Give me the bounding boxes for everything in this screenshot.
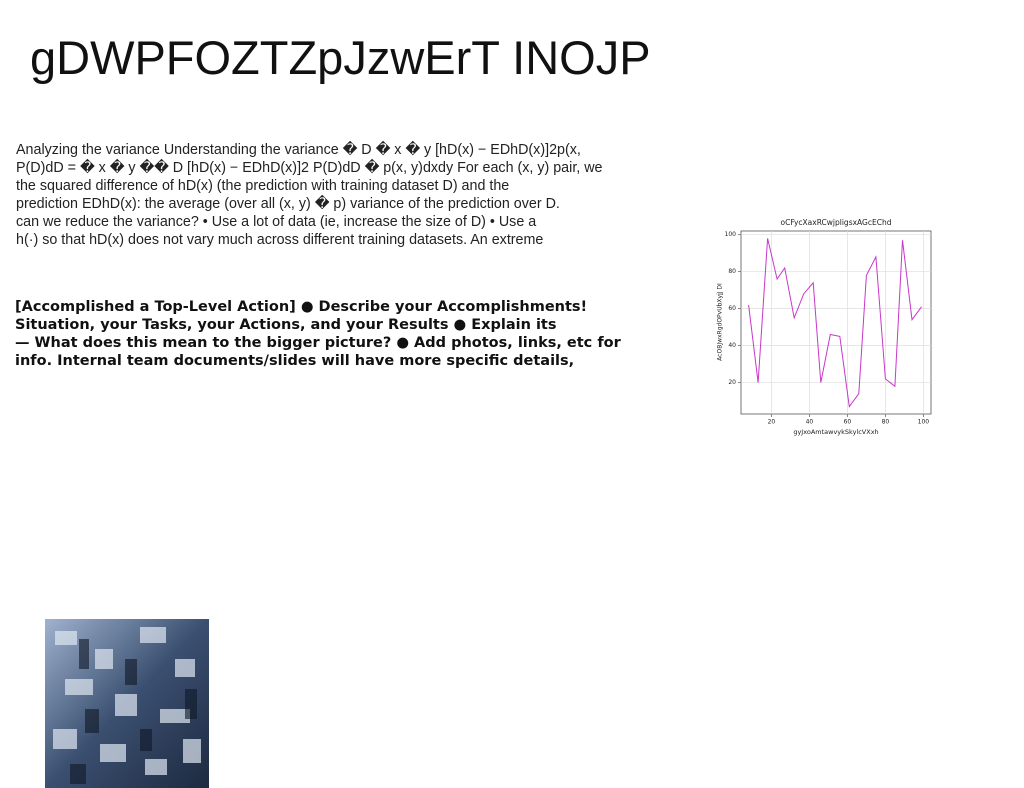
y-tick-label: 20	[728, 379, 736, 386]
text-line: prediction EDhD(x): the average (over al…	[16, 196, 560, 212]
plot-area	[740, 230, 932, 415]
x-tick-label: 20	[768, 419, 776, 426]
y-tick-label: 60	[728, 305, 736, 312]
x-tick-label: 80	[882, 419, 890, 426]
x-axis-label: gyJxoAmtawvykSkylcVXxh	[793, 428, 878, 436]
text-line: Situation, your Tasks, your Actions, and…	[15, 317, 557, 333]
text-line: Analyzing the variance Understanding the…	[16, 142, 581, 158]
text-line: the squared difference of hD(x) (the pre…	[16, 178, 510, 194]
y-axis-label: AcOBJwxRgdOPvUbXyjJ DI	[717, 283, 724, 361]
text-line: P(D)dD = � x � y �� D [hD(x) − EDhD(x)]2…	[16, 160, 603, 176]
text-line: [Accomplished a Top-Level Action] ● Desc…	[15, 299, 588, 315]
paragraph: Analyzing the variance Understanding the…	[16, 141, 603, 249]
y-tick-label: 100	[725, 231, 737, 238]
x-tick-label: 40	[806, 419, 814, 426]
text-line: — What does this mean to the bigger pict…	[15, 335, 621, 351]
y-tick-label: 80	[728, 268, 736, 275]
photo	[45, 619, 209, 788]
highlights: [Accomplished a Top-Level Action] ● Desc…	[15, 298, 621, 370]
chart: oCFycXaxRCwjpligsxAGcEChd gyJxoAmtawvykS…	[717, 218, 932, 436]
slide-title: gDWPFOZTZpJzwErT INOJP	[30, 31, 651, 84]
chart-title: oCFycXaxRCwjpligsxAGcEChd	[781, 218, 892, 227]
text-line: info. Internal team documents/slides wil…	[15, 353, 575, 369]
x-tick-label: 100	[918, 419, 930, 426]
text-line: h(·) so that hD(x) does not vary much ac…	[16, 232, 544, 248]
y-tick-label: 40	[728, 342, 736, 349]
text-line: can we reduce the variance? • Use a lot …	[16, 214, 537, 230]
data-line	[748, 238, 922, 408]
x-tick-label: 60	[844, 419, 852, 426]
